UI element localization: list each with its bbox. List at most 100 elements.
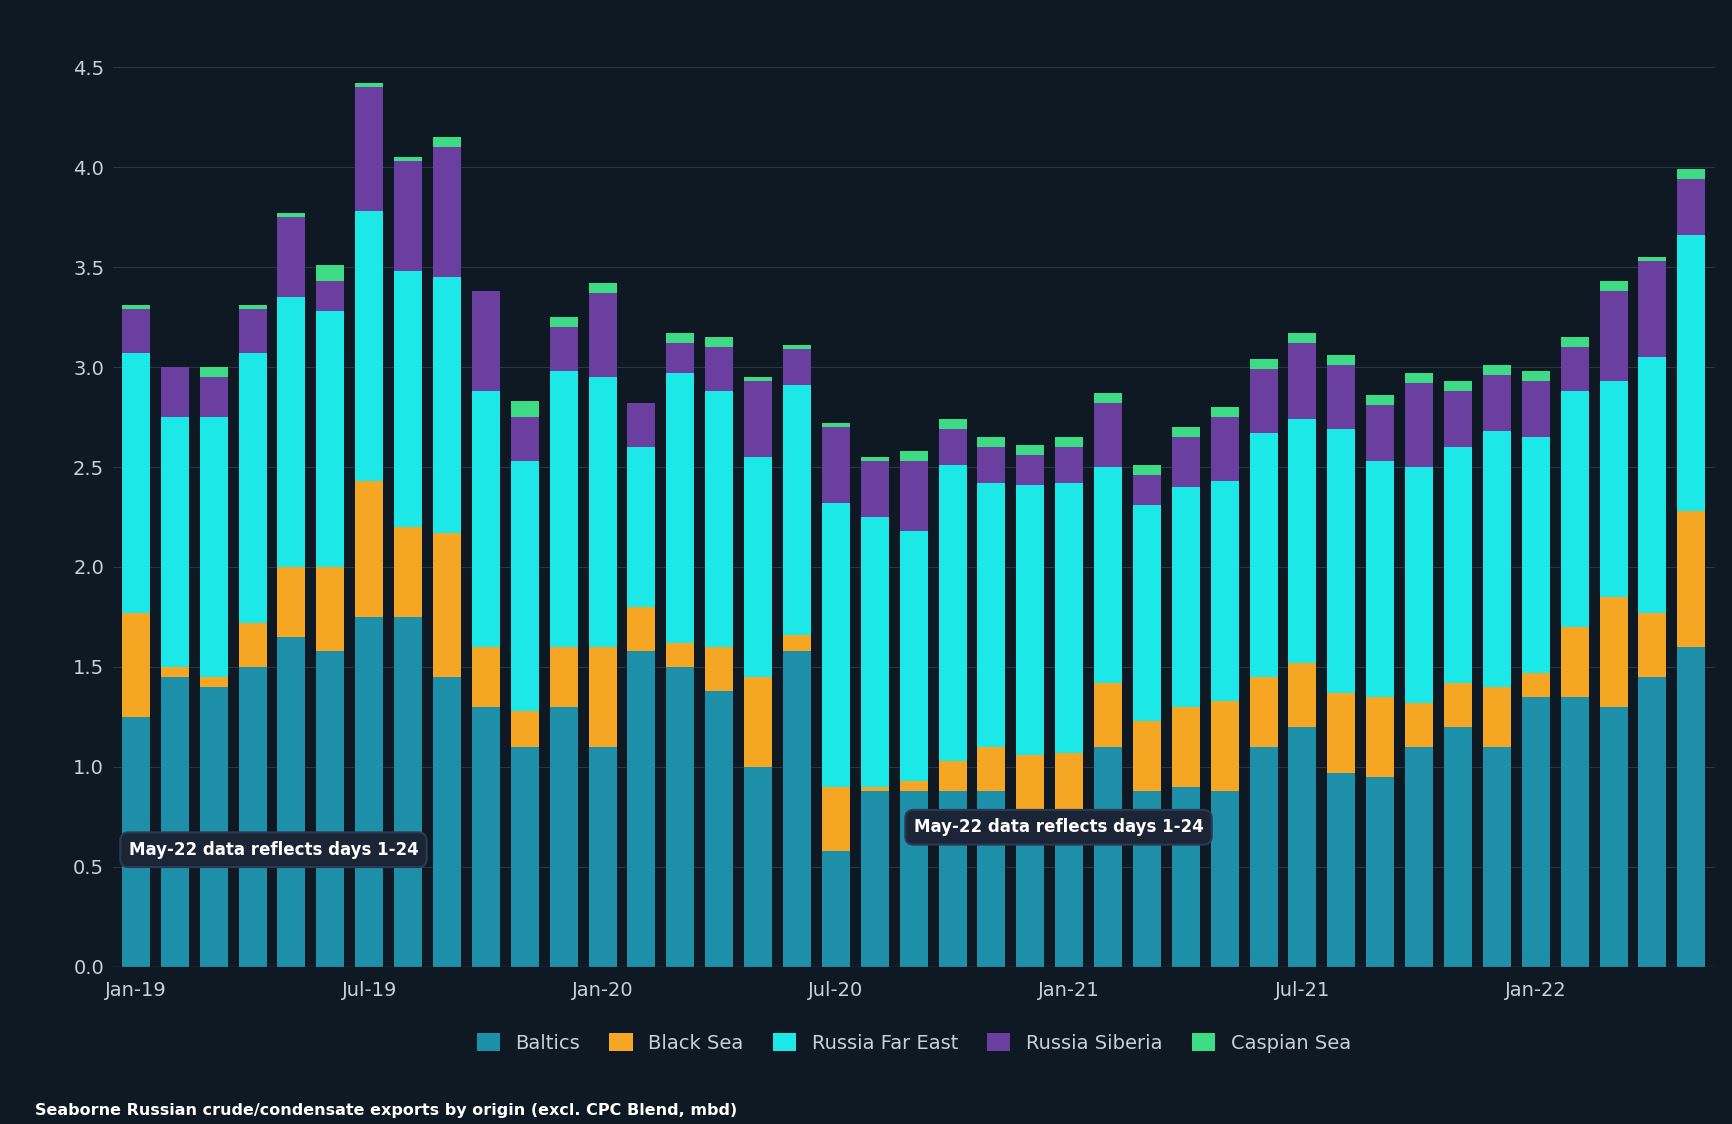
Bar: [1405, 373, 1432, 383]
Bar: [549, 371, 578, 647]
Bar: [1211, 701, 1238, 791]
Bar: [199, 677, 227, 687]
Bar: [1405, 746, 1432, 967]
Bar: [239, 306, 267, 309]
Bar: [1367, 461, 1394, 697]
Bar: [939, 761, 966, 791]
Bar: [1249, 433, 1278, 677]
Bar: [1327, 773, 1356, 967]
Bar: [1483, 365, 1510, 375]
Bar: [471, 707, 501, 967]
Bar: [471, 647, 501, 707]
Bar: [745, 457, 772, 677]
Bar: [1017, 755, 1044, 810]
Bar: [1638, 613, 1666, 677]
Bar: [395, 157, 423, 162]
Bar: [783, 386, 811, 635]
Bar: [1055, 753, 1082, 817]
Bar: [1677, 170, 1706, 180]
Bar: [199, 378, 227, 417]
Bar: [939, 465, 966, 761]
Bar: [239, 623, 267, 667]
Bar: [121, 306, 151, 309]
Bar: [1367, 396, 1394, 405]
Bar: [1405, 702, 1432, 746]
Bar: [705, 337, 733, 347]
Bar: [1444, 381, 1472, 391]
Bar: [1095, 468, 1122, 683]
Bar: [1561, 627, 1588, 697]
Bar: [1173, 487, 1200, 707]
Bar: [317, 281, 345, 311]
Bar: [511, 417, 539, 461]
Bar: [1173, 787, 1200, 967]
Bar: [1249, 677, 1278, 746]
Bar: [589, 378, 617, 647]
Bar: [1677, 180, 1706, 235]
Bar: [1483, 432, 1510, 687]
Bar: [1017, 455, 1044, 486]
Bar: [745, 767, 772, 967]
Bar: [939, 429, 966, 465]
Bar: [199, 687, 227, 967]
Bar: [355, 211, 383, 481]
Bar: [667, 667, 695, 967]
Bar: [1249, 360, 1278, 369]
Bar: [239, 309, 267, 353]
Bar: [1600, 281, 1628, 291]
Bar: [121, 353, 151, 613]
Bar: [317, 651, 345, 967]
Bar: [395, 617, 423, 967]
Bar: [121, 613, 151, 717]
Bar: [823, 787, 850, 851]
Text: Seaborne Russian crude/condensate exports by origin (excl. CPC Blend, mbd): Seaborne Russian crude/condensate export…: [35, 1104, 736, 1118]
Bar: [1017, 486, 1044, 755]
Bar: [783, 651, 811, 967]
Bar: [1677, 647, 1706, 967]
Bar: [1367, 777, 1394, 967]
Bar: [121, 717, 151, 967]
Bar: [1444, 447, 1472, 683]
Bar: [511, 746, 539, 967]
Bar: [589, 283, 617, 293]
Bar: [1289, 663, 1316, 727]
Bar: [899, 781, 928, 791]
Bar: [1095, 746, 1122, 967]
Bar: [1095, 393, 1122, 404]
Bar: [317, 566, 345, 651]
Bar: [1444, 683, 1472, 727]
Bar: [1173, 427, 1200, 437]
Bar: [355, 88, 383, 211]
Bar: [355, 617, 383, 967]
Bar: [667, 333, 695, 343]
Bar: [745, 381, 772, 457]
Bar: [705, 391, 733, 647]
Bar: [1677, 511, 1706, 647]
Bar: [433, 147, 461, 278]
Bar: [121, 309, 151, 353]
Bar: [1211, 481, 1238, 701]
Bar: [745, 677, 772, 767]
Bar: [977, 746, 1005, 791]
Bar: [549, 707, 578, 967]
Bar: [1249, 746, 1278, 967]
Bar: [1327, 365, 1356, 429]
Bar: [1133, 475, 1160, 505]
Bar: [1289, 727, 1316, 967]
Bar: [511, 461, 539, 710]
Bar: [1444, 727, 1472, 967]
Bar: [471, 391, 501, 647]
Bar: [705, 347, 733, 391]
Bar: [549, 317, 578, 327]
Bar: [783, 345, 811, 350]
Bar: [239, 667, 267, 967]
Bar: [355, 83, 383, 88]
Bar: [1522, 371, 1550, 381]
Bar: [977, 437, 1005, 447]
Bar: [1211, 791, 1238, 967]
Bar: [861, 787, 889, 791]
Bar: [1017, 445, 1044, 455]
Bar: [239, 353, 267, 623]
Bar: [433, 278, 461, 533]
Bar: [511, 401, 539, 417]
